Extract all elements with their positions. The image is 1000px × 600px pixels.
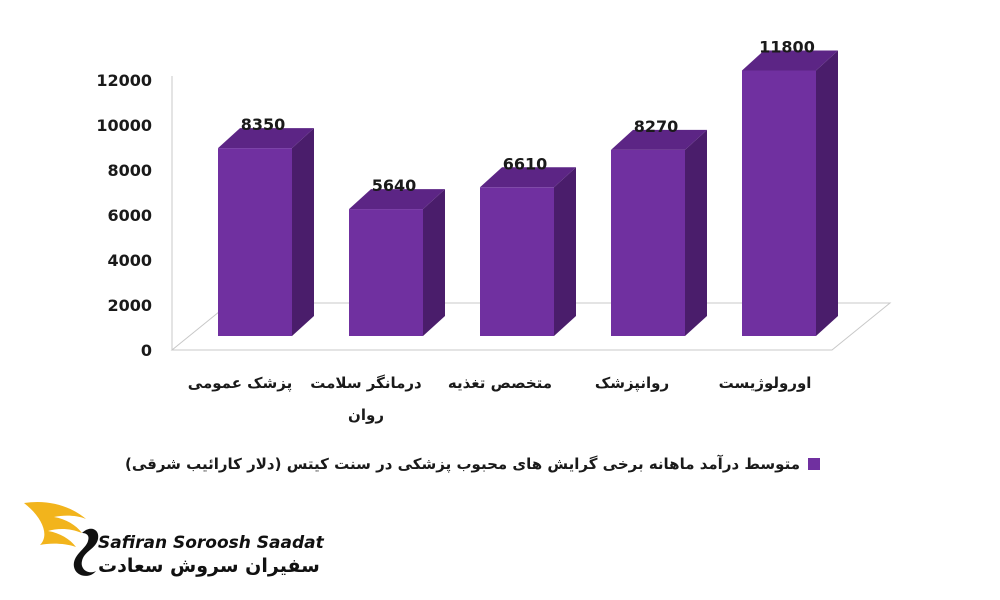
category-labels: پزشک عمومی درمانگر سلامت روان متخصص تغذیه رو… — [188, 374, 812, 424]
bar-side — [292, 128, 314, 336]
legend-swatch — [808, 458, 820, 470]
bar-front — [480, 187, 554, 336]
data-labels: 8350 5640 6610 8270 11800 — [241, 38, 815, 196]
bar-side — [685, 129, 707, 336]
legend: متوسط درآمد ماهانه برخی گرایش های محبوب … — [125, 452, 820, 476]
y-tick-label: 4000 — [107, 251, 152, 270]
bar-top — [611, 129, 707, 150]
bar-front — [349, 209, 423, 336]
swan-wing-icon — [24, 501, 99, 576]
bar-top — [480, 167, 576, 188]
logo-text-en: Safiran Soroosh Saadat — [98, 533, 324, 553]
company-logo: Safiran Soroosh Saadat سفیران سروش سعادت — [20, 495, 324, 585]
y-tick-label: 6000 — [107, 206, 152, 225]
data-label: 8270 — [634, 117, 679, 136]
bar — [218, 128, 314, 336]
legend-label: متوسط درآمد ماهانه برخی گرایش های محبوب … — [124, 455, 800, 473]
bar-top — [349, 189, 445, 210]
bar-side — [816, 50, 838, 336]
y-tick-label: 8000 — [107, 161, 152, 180]
bar — [480, 167, 576, 336]
category-label: پزشک عمومی — [188, 374, 292, 393]
y-tick-label: 12000 — [96, 71, 152, 90]
data-label: 8350 — [241, 115, 286, 134]
category-label: اورولوژیست — [719, 374, 812, 392]
bar — [742, 50, 838, 336]
bar-top — [218, 128, 314, 149]
category-label: متخصص تغذیه — [448, 374, 552, 392]
bar-side — [423, 189, 445, 336]
data-label: 5640 — [372, 176, 417, 195]
data-label: 11800 — [759, 38, 815, 57]
data-label: 6610 — [503, 154, 548, 173]
y-axis-ticks: 0 2000 4000 6000 8000 10000 12000 — [96, 71, 152, 360]
y-tick-label: 0 — [141, 341, 152, 360]
y-tick-label: 2000 — [107, 296, 152, 315]
category-label: روانپزشک — [595, 374, 669, 393]
bar-top — [742, 50, 838, 71]
bar-front — [218, 148, 292, 336]
bar — [349, 189, 445, 336]
bar-front — [611, 149, 685, 336]
y-tick-label: 10000 — [96, 116, 152, 135]
category-label: درمانگر سلامت روان — [310, 374, 422, 424]
bars — [218, 50, 838, 336]
logo-text-fa: سفیران سروش سعادت — [98, 555, 320, 577]
bar-side — [554, 167, 576, 336]
bar — [611, 129, 707, 336]
bar-front — [742, 70, 816, 336]
